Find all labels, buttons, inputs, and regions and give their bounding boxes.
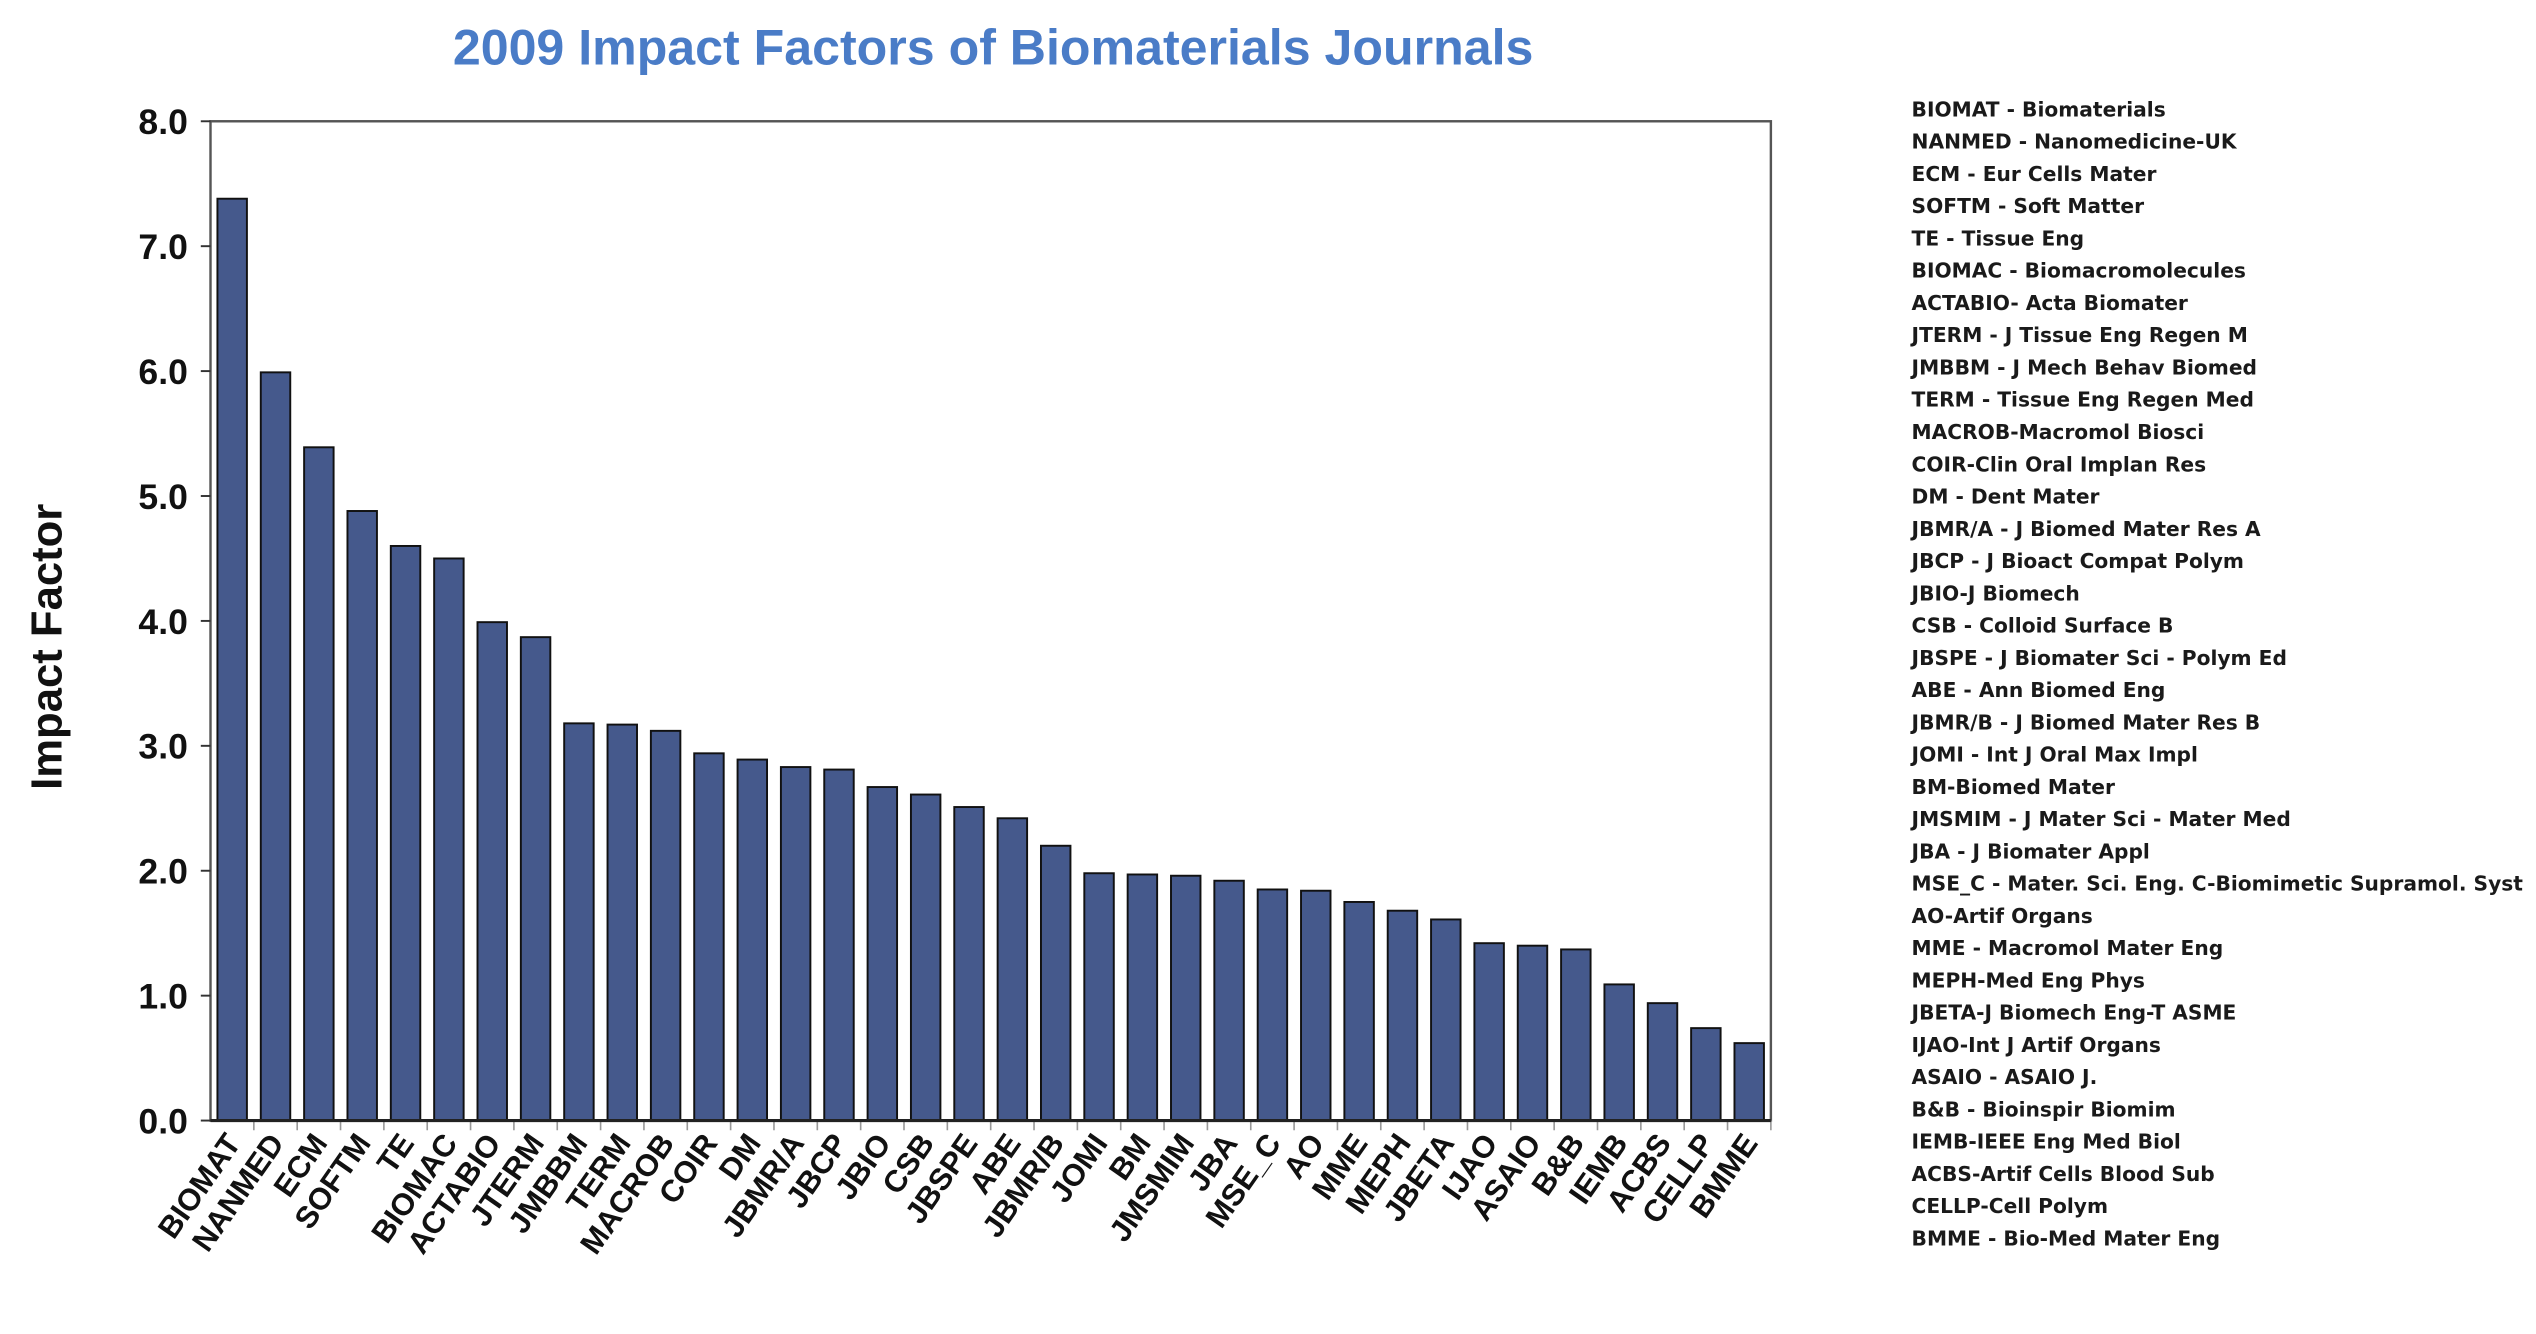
chart-title: 2009 Impact Factors of Biomaterials Jour…: [453, 20, 1534, 76]
bar: [953, 806, 985, 1122]
y-tick-label: 8.0: [138, 102, 187, 142]
bar: [1170, 874, 1202, 1122]
legend-entry: MEPH-Med Eng Phys: [1912, 968, 2145, 992]
legend-entry: AO-Artif Organs: [1912, 904, 2093, 928]
y-tick-label: 5.0: [138, 477, 187, 517]
legend-entry: MME - Macromol Mater Eng: [1912, 936, 2224, 960]
legend-entry: ECM - Eur Cells Mater: [1912, 162, 2157, 186]
bar: [1733, 1042, 1765, 1122]
bar: [1343, 900, 1375, 1122]
y-tick-label: 2.0: [138, 852, 187, 892]
legend-entry: BIOMAT - Biomaterials: [1912, 97, 2166, 121]
bar: [649, 729, 682, 1122]
legend-entry: IJAO-Int J Artif Organs: [1912, 1033, 2161, 1057]
legend-entry: TE - Tissue Eng: [1912, 226, 2085, 250]
legend-entry: B&B - Bioinspir Biomim: [1912, 1097, 2176, 1121]
bar: [1560, 948, 1592, 1122]
bar: [1083, 872, 1115, 1122]
legend-entry: JBMR/A - J Biomed Mater Res A: [1910, 517, 2261, 541]
bar: [476, 621, 508, 1122]
y-tick-label: 3.0: [138, 727, 187, 767]
legend-entry: ABE - Ann Biomed Eng: [1912, 678, 2166, 702]
bar: [1646, 1002, 1679, 1122]
bar: [909, 793, 942, 1122]
legend-entry: DM - Dent Mater: [1912, 485, 2100, 509]
bar: [1473, 942, 1505, 1122]
bar: [519, 636, 552, 1122]
bar: [1039, 844, 1072, 1122]
legend-entry: COIR-Clin Oral Implan Res: [1912, 452, 2207, 476]
legend-entry: JMBBM - J Mech Behav Biomed: [1910, 355, 2257, 379]
y-tick-label: 1.0: [138, 977, 187, 1017]
legend-entry: JOMI - Int J Oral Max Impl: [1910, 743, 2198, 767]
legend-entry: JBMR/B - J Biomed Mater Res B: [1910, 710, 2261, 734]
legend-entry: BMME - Bio-Med Mater Eng: [1912, 1226, 2221, 1250]
legend-entry: JBCP - J Bioact Compat Polym: [1910, 549, 2244, 573]
bar: [736, 758, 769, 1122]
legend-entry: ACBS-Artif Cells Blood Sub: [1912, 1162, 2215, 1186]
y-axis-label: Impact Factor: [23, 504, 72, 790]
bar: [563, 722, 595, 1122]
bar: [216, 197, 248, 1122]
legend-entry: ASAIO - ASAIO J.: [1912, 1065, 2098, 1089]
legend-entry: CELLP-Cell Polym: [1912, 1194, 2108, 1218]
bar: [1516, 944, 1549, 1122]
bar: [1256, 888, 1289, 1122]
legend-entry: BIOMAC - Biomacromolecules: [1912, 259, 2246, 283]
bar: [996, 817, 1029, 1122]
bar: [1690, 1027, 1722, 1122]
bar: [693, 752, 725, 1122]
bar: [1386, 909, 1419, 1122]
legend-entry: BM-Biomed Mater: [1912, 775, 2115, 799]
legend-entry: SOFTM - Soft Matter: [1912, 194, 2145, 218]
legend-entry: JBIO-J Biomech: [1910, 581, 2080, 605]
bar: [303, 446, 335, 1122]
y-tick-label: 0.0: [138, 1101, 187, 1141]
bar: [1603, 983, 1635, 1122]
bar: [1213, 879, 1245, 1122]
y-tick-label: 7.0: [138, 227, 187, 267]
bar: [259, 371, 292, 1122]
legend-entry: ACTABIO- Acta Biomater: [1912, 291, 2188, 315]
legend-entry: MACROB-Macromol Biosci: [1912, 420, 2205, 444]
legend-entry: JMSMIM - J Mater Sci - Mater Med: [1910, 807, 2291, 831]
bar: [433, 557, 465, 1122]
legend-entry: NANMED - Nanomedicine-UK: [1912, 130, 2238, 154]
legend-entry: TERM - Tissue Eng Regen Med: [1912, 388, 2254, 412]
bar: [1126, 873, 1159, 1122]
legend-entry: MSE_C - Mater. Sci. Eng. C-Biomimetic Su…: [1912, 872, 2524, 896]
bar: [389, 544, 422, 1122]
legend-entry: JBSPE - J Biomater Sci - Polym Ed: [1910, 646, 2287, 670]
legend-entry: JBETA-J Biomech Eng-T ASME: [1910, 1001, 2237, 1025]
legend-entry: JTERM - J Tissue Eng Regen M: [1910, 323, 2248, 347]
bar: [779, 766, 812, 1122]
legend-entry: IEMB-IEEE Eng Med Biol: [1912, 1130, 2181, 1154]
bar: [823, 768, 855, 1122]
bar: [606, 723, 638, 1122]
y-tick-label: 4.0: [138, 602, 187, 642]
bar: [1300, 889, 1332, 1122]
legend-entry: CSB - Colloid Surface B: [1912, 614, 2174, 638]
bar: [1430, 918, 1462, 1122]
bar: [866, 786, 899, 1122]
y-tick-label: 6.0: [138, 352, 187, 392]
legend-entry: JBA - J Biomater Appl: [1910, 839, 2150, 863]
bar: [346, 510, 378, 1122]
